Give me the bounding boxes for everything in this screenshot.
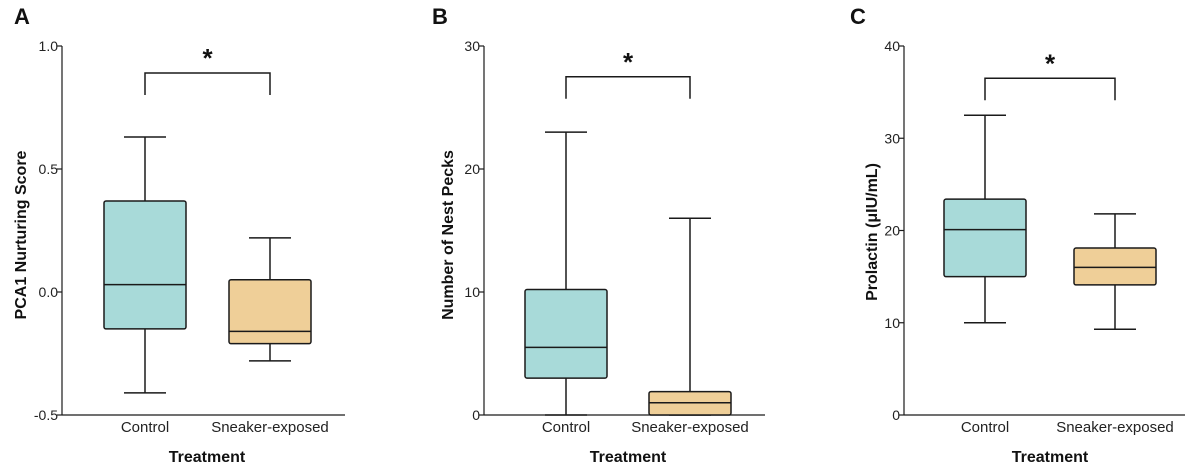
- significance-label: *: [623, 47, 634, 77]
- significance-bracket: [565, 76, 691, 99]
- x-axis-title: Treatment: [1012, 449, 1089, 465]
- box-control: [524, 131, 608, 416]
- panel-c: C 0 10 20 30 40 Prolactin (μIU/mL) Control Sneak…: [850, 4, 1185, 465]
- box-control: [943, 114, 1027, 324]
- y-tick-label: 0: [472, 407, 480, 423]
- iqr-box: [943, 198, 1027, 278]
- significance-label: *: [1045, 48, 1056, 78]
- panel-letter: B: [432, 4, 448, 29]
- iqr-box: [1073, 247, 1157, 286]
- y-axis-title: PCA1 Nurturing Score: [13, 150, 30, 319]
- significance-label: *: [202, 43, 213, 73]
- iqr-box: [103, 200, 187, 330]
- iqr-box: [524, 288, 608, 379]
- panel-letter: A: [14, 4, 30, 29]
- x-category-label: Sneaker-exposed: [1056, 419, 1174, 436]
- panel-b: B 0 10 20 30 Number of Nest Pecks Control Sneak…: [432, 4, 765, 465]
- x-category-label: Control: [121, 419, 169, 436]
- x-category-label: Control: [542, 419, 590, 436]
- y-tick-label: 20: [464, 161, 480, 177]
- y-tick-label: 30: [884, 130, 900, 146]
- y-tick-label: 40: [884, 38, 900, 54]
- x-axis-title: Treatment: [169, 449, 246, 465]
- y-tick-label: 10: [884, 315, 900, 331]
- y-tick-label: 10: [464, 284, 480, 300]
- x-category-label: Sneaker-exposed: [631, 419, 749, 436]
- x-axis-title: Treatment: [590, 449, 667, 465]
- x-category-label: Control: [961, 419, 1009, 436]
- y-tick-label: 0.5: [39, 161, 59, 177]
- panel-letter: C: [850, 4, 866, 29]
- y-tick-label: 1.0: [39, 38, 59, 54]
- significance-bracket: [984, 77, 1116, 101]
- box-sneaker-exposed: [1073, 213, 1157, 330]
- iqr-box: [228, 278, 312, 345]
- y-tick-label: 20: [884, 223, 900, 239]
- significance-bracket: [144, 72, 271, 96]
- y-tick-label: 0.0: [39, 284, 59, 300]
- y-tick-label: 30: [464, 38, 480, 54]
- y-axis-title: Number of Nest Pecks: [440, 150, 457, 320]
- y-tick-label: 0: [892, 407, 900, 423]
- y-tick-label: -0.5: [34, 407, 58, 423]
- panel-a: A -0.5 0.0 0.5 1.0 PCA1 Nurturing Score Contro…: [13, 4, 345, 465]
- x-category-label: Sneaker-exposed: [211, 419, 329, 436]
- box-sneaker-exposed: [648, 217, 732, 416]
- y-axis-title: Prolactin (μIU/mL): [864, 163, 881, 301]
- box-control: [103, 136, 187, 394]
- box-sneaker-exposed: [228, 237, 312, 362]
